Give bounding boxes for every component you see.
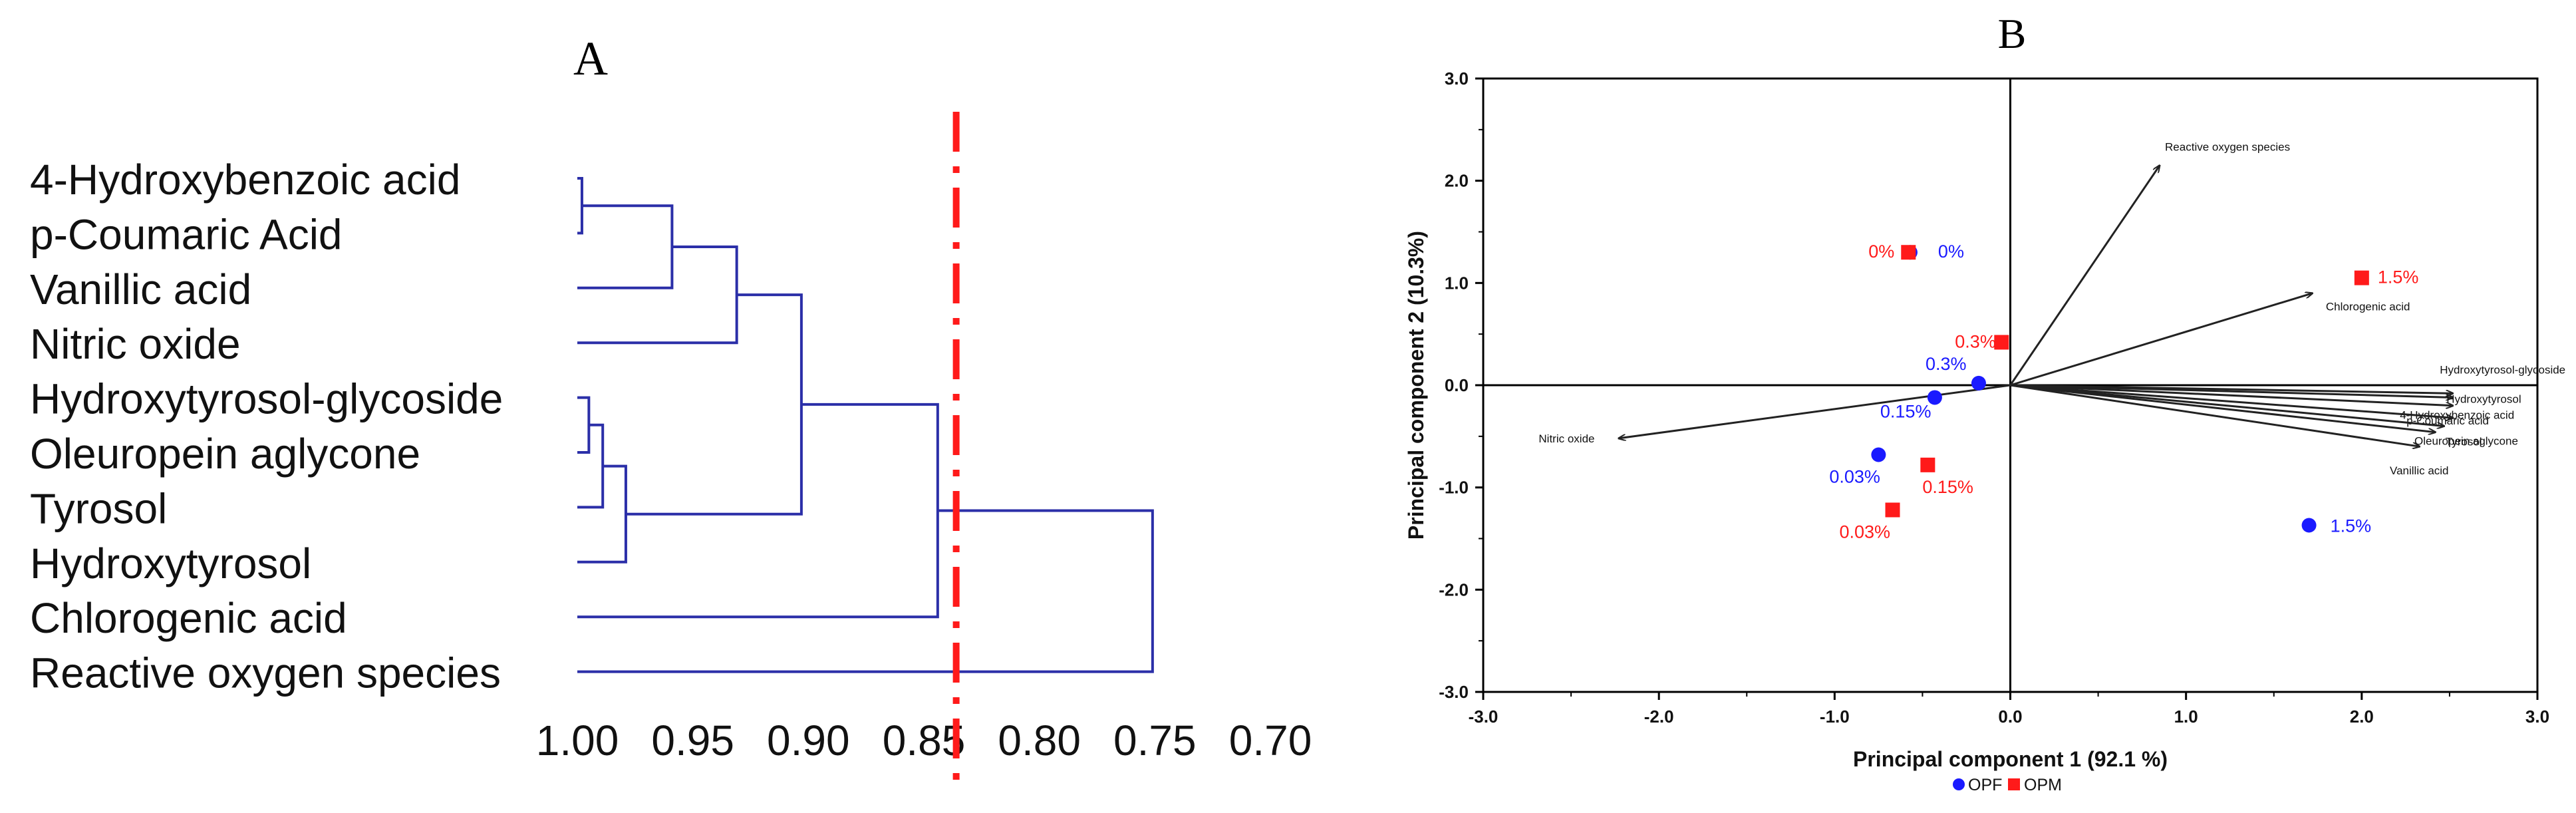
dendrogram-link bbox=[577, 509, 1154, 673]
leaf-label: p-Coumaric Acid bbox=[30, 210, 343, 258]
x-tick-label: 0.70 bbox=[1229, 717, 1312, 764]
loading-vector bbox=[2009, 166, 2160, 386]
x-tick-label: 3.0 bbox=[2525, 707, 2549, 727]
leaf-label: Oleuropein aglycone bbox=[30, 430, 420, 478]
vector-label: Oleuropein aglycone bbox=[2414, 434, 2518, 447]
dendrogram-link bbox=[577, 396, 591, 454]
loading-vector bbox=[2010, 384, 2454, 406]
point-label: 0.3% bbox=[1955, 331, 1996, 351]
x-tick-label: 0.75 bbox=[1113, 717, 1197, 764]
point-label: 0.15% bbox=[1922, 477, 1973, 497]
dendrogram-link bbox=[577, 403, 939, 619]
dendrogram-link bbox=[577, 204, 674, 289]
opm-point bbox=[1994, 335, 2009, 350]
vector-label: p-Coumaric acid bbox=[2406, 414, 2489, 427]
point-label: 0% bbox=[1938, 242, 1964, 261]
leaf-label: Chlorogenic acid bbox=[30, 594, 347, 642]
loading-vector bbox=[2010, 384, 2454, 418]
x-tick-label: -1.0 bbox=[1820, 707, 1850, 727]
vector-label: Hydroxytyrosol bbox=[2446, 393, 2521, 405]
point-label: 0.03% bbox=[1840, 522, 1891, 542]
opm-point bbox=[2354, 270, 2369, 285]
legend-opm-marker bbox=[2008, 778, 2020, 790]
leaf-label: Reactive oxygen species bbox=[30, 649, 501, 697]
vector-label: Vanillic acid bbox=[2390, 464, 2449, 477]
dendrogram-link bbox=[625, 293, 803, 516]
panel-b-label: B bbox=[1998, 10, 2027, 57]
dendrogram-link bbox=[577, 177, 583, 235]
point-label: 0% bbox=[1868, 242, 1894, 261]
x-tick-label: 0.0 bbox=[1998, 707, 2022, 727]
point-label: 1.5% bbox=[2331, 516, 2372, 536]
x-tick-label: -3.0 bbox=[1469, 707, 1499, 727]
loading-vector bbox=[2010, 384, 2436, 432]
legend-opf-marker bbox=[1953, 778, 1965, 790]
x-axis-label: Principal component 1 (92.1 %) bbox=[1853, 747, 2168, 771]
leaf-label: Tyrosol bbox=[30, 484, 167, 532]
x-tick-label: 1.00 bbox=[536, 717, 619, 764]
y-tick-label: 0.0 bbox=[1445, 375, 1469, 395]
y-tick-label: -2.0 bbox=[1439, 579, 1469, 599]
x-tick-label: 1.0 bbox=[2174, 707, 2198, 727]
y-axis-label: Principal component 2 (10.3%) bbox=[1404, 231, 1428, 540]
loading-vector bbox=[1618, 384, 2011, 438]
opm-point bbox=[1901, 245, 1916, 260]
opf-point bbox=[1971, 375, 1986, 391]
loading-vector bbox=[2010, 384, 2454, 397]
leaf-label: Hydroxytyrosol-glycoside bbox=[30, 375, 503, 423]
opf-point bbox=[2301, 518, 2317, 533]
y-tick-label: -3.0 bbox=[1439, 682, 1469, 702]
vector-label: Chlorogenic acid bbox=[2326, 301, 2410, 313]
legend-opm-label: OPM bbox=[2024, 776, 2062, 794]
opm-point bbox=[1920, 457, 1935, 472]
legend-opf-label: OPF bbox=[1968, 776, 2002, 794]
vector-label: Reactive oxygen species bbox=[2165, 141, 2290, 154]
y-tick-label: 2.0 bbox=[1445, 171, 1469, 191]
loading-vector bbox=[2010, 384, 2420, 446]
x-tick-label: 0.80 bbox=[998, 717, 1081, 764]
vector-label: 4-Hydroxybenzoic acid bbox=[2400, 409, 2514, 422]
leaf-label: Vanillic acid bbox=[30, 265, 251, 313]
vector-label: Nitric oxide bbox=[1538, 432, 1594, 445]
x-tick-label: 0.90 bbox=[767, 717, 850, 764]
leaf-label: Hydroxytyrosol bbox=[30, 540, 311, 587]
x-tick-label: -2.0 bbox=[1644, 707, 1674, 727]
point-label: 0.03% bbox=[1829, 466, 1880, 486]
pca-biplot-chart: -3.0 -2.0 -1.0 0.0 1.0 2.0 3.0 3.0 2.0 1.0 0.0 -1.0… bbox=[1404, 69, 2565, 794]
dendrogram-chart: 4-Hydroxybenzoic acid p-Coumaric Acid Vani… bbox=[30, 112, 1312, 785]
point-label: 0.15% bbox=[1880, 401, 1932, 421]
leaf-label: Nitric oxide bbox=[30, 320, 241, 368]
leaf-label: 4-Hydroxybenzoic acid bbox=[30, 156, 460, 204]
x-tick-label: 0.95 bbox=[651, 717, 734, 764]
x-tick-label: 2.0 bbox=[2350, 707, 2374, 727]
point-label: 1.5% bbox=[2378, 267, 2419, 287]
point-label: 0.3% bbox=[1926, 354, 1967, 374]
dendrogram-link bbox=[577, 245, 738, 345]
y-tick-label: -1.0 bbox=[1439, 478, 1469, 498]
panel-a-label: A bbox=[573, 32, 608, 85]
loading-vector bbox=[2010, 384, 2444, 426]
y-tick-label: 1.0 bbox=[1445, 273, 1469, 293]
opm-point bbox=[1885, 502, 1900, 518]
loading-vector bbox=[2010, 293, 2313, 387]
vector-label: Tyrosol bbox=[2446, 436, 2482, 448]
opf-point bbox=[1871, 447, 1886, 462]
y-tick-label: 3.0 bbox=[1445, 69, 1469, 88]
x-tick-label: 0.85 bbox=[883, 717, 966, 764]
vector-label: Hydroxytyrosol-glycoside bbox=[2440, 363, 2565, 376]
opf-point bbox=[1927, 390, 1942, 405]
